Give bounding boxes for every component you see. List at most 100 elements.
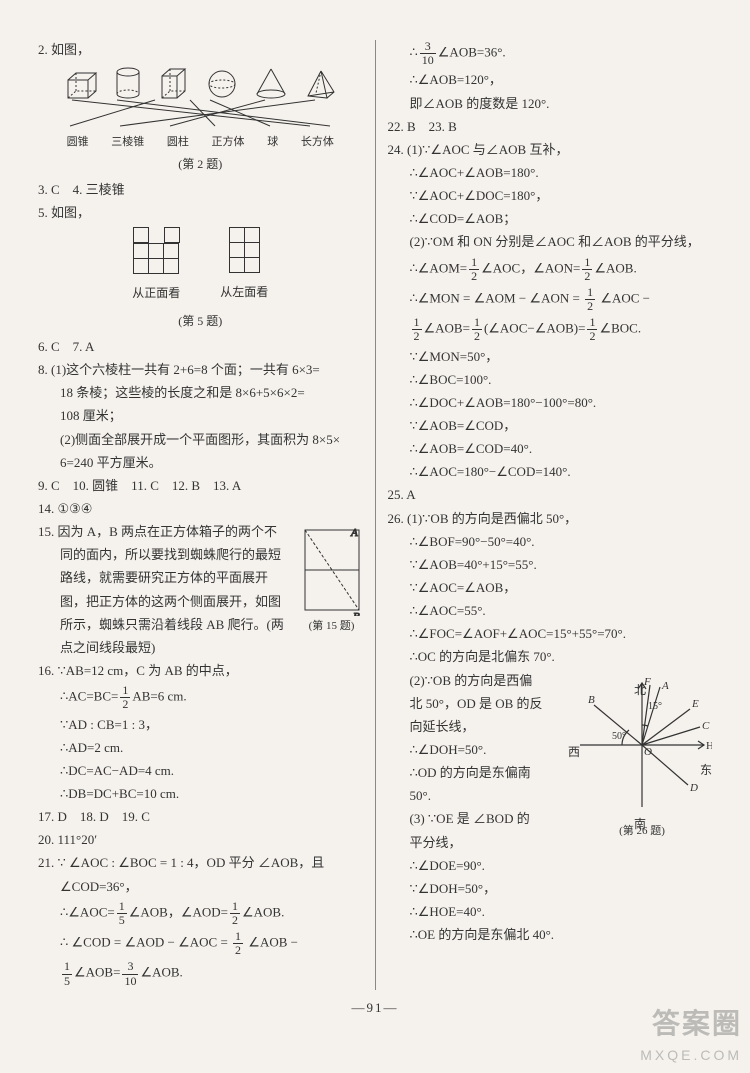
- svg-text:15°: 15°: [648, 701, 662, 712]
- r1-post: ∠AOB=36°.: [438, 45, 506, 60]
- label-cone: 圆锥: [67, 134, 89, 151]
- front-view-label: 从正面看: [132, 284, 180, 303]
- q21d-pre: ∴ ∠COD = ∠AOD − ∠AOC =: [60, 935, 231, 950]
- q24g: ∴∠MON = ∠AOM − ∠AON = 12 ∠AOC −: [388, 286, 713, 313]
- q24h-post: ∠BOC.: [599, 321, 641, 336]
- q26b: ∴∠BOF=90°−50°=40°.: [388, 532, 713, 552]
- left-view: 从左面看: [220, 227, 268, 308]
- q21c: ∴∠AOC=15∠AOB，∠AOD=12∠AOB.: [38, 900, 363, 927]
- q16a: 16. ∵AB=12 cm，C 为 AB 的中点，: [38, 661, 363, 681]
- q26c: ∵∠AOB=40°+15°=55°.: [388, 555, 713, 575]
- q21a: 21. ∵ ∠AOC : ∠BOC = 1 : 4，OD 平分 ∠AOB，且: [38, 853, 363, 873]
- page-number: —91—: [30, 998, 720, 1018]
- q21c-pre: ∴∠AOC=: [60, 904, 115, 919]
- cone-shape: [254, 66, 288, 100]
- q8c: 108 厘米；: [38, 406, 363, 426]
- q2-text: 2. 如图，: [38, 40, 363, 60]
- fig15-caption: (第 15 题): [301, 618, 363, 635]
- q24c: ∵∠AOC+∠DOC=180°，: [388, 186, 713, 206]
- crossing-lines: [55, 98, 345, 128]
- q24j: ∴∠BOC=100°.: [388, 370, 713, 390]
- q21e-mid: ∠AOB=: [74, 965, 120, 980]
- compass-n: 北: [634, 681, 646, 700]
- svg-text:C: C: [702, 720, 710, 732]
- q24b: ∴∠AOC+∠AOB=180°.: [388, 163, 713, 183]
- shapes-row: [55, 66, 345, 100]
- r1-pre: ∴: [410, 45, 418, 60]
- q16b-pre: ∴AC=BC=: [60, 689, 118, 704]
- q24f-post: ∠AOB.: [594, 260, 636, 275]
- page-columns: 2. 如图， 圆锥 三棱锥 圆柱 正方体 球: [30, 40, 720, 990]
- q8e: 6=240 平方厘米。: [38, 453, 363, 473]
- left-column: 2. 如图， 圆锥 三棱锥 圆柱 正方体 球: [30, 40, 376, 990]
- r1: ∴310∠AOB=36°.: [388, 40, 713, 67]
- q20: 20. 111°20′: [38, 830, 363, 850]
- label-cylinder: 圆柱: [167, 134, 189, 151]
- q22-23: 22. B 23. B: [388, 117, 713, 137]
- q24n: ∴∠AOC=180°−∠COD=140°.: [388, 462, 713, 482]
- q15f: 点之间线段最短): [38, 638, 363, 658]
- label-cuboid: 长方体: [301, 134, 334, 151]
- q17-19: 17. D 18. D 19. C: [38, 807, 363, 827]
- q26f: ∴∠FOC=∠AOF+∠AOC=15°+55°=70°.: [388, 624, 713, 644]
- label-tripyramid: 三棱锥: [111, 134, 144, 151]
- watermark: 答案圈 MXQE.COM: [640, 1002, 742, 1067]
- q21e: 15∠AOB=310∠AOB.: [38, 960, 363, 987]
- q8a: 8. (1)这个六棱柱一共有 2+6=8 个面；一共有 6×3=: [38, 360, 363, 380]
- watermark-line1: 答案圈: [640, 1002, 742, 1045]
- compass-e: 东: [700, 761, 712, 780]
- fig2-caption: (第 2 题): [38, 155, 363, 174]
- q16b-post: AB=6 cm.: [132, 689, 186, 704]
- left-view-label: 从左面看: [220, 283, 268, 302]
- q24k: ∴∠DOC+∠AOB=180°−100°=80°.: [388, 393, 713, 413]
- q16c: ∵AD : CB=1 : 3，: [38, 715, 363, 735]
- q25: 25. A: [388, 485, 713, 505]
- q21d: ∴ ∠COD = ∠AOD − ∠AOC = 12 ∠AOB −: [38, 930, 363, 957]
- q24f-mid: ∠AOC，∠AON=: [481, 260, 580, 275]
- q26e: ∴∠AOC=55°.: [388, 601, 713, 621]
- fig15-diagram: A B (第 15 题): [301, 526, 363, 635]
- fig26-diagram: AF BE CH DO 50° 15° 北 南 西 东 (第 26 题): [572, 675, 712, 840]
- svg-text:A: A: [661, 680, 669, 692]
- q16d: ∴AD=2 cm.: [38, 738, 363, 758]
- q24d: ∴∠COD=∠AOB；: [388, 209, 713, 229]
- svg-text:B: B: [353, 611, 360, 616]
- svg-text:B: B: [588, 694, 595, 706]
- cuboid-shape: [159, 66, 189, 100]
- q24h-mid: ∠AOB=: [424, 321, 470, 336]
- q24e: (2)∵OM 和 ON 分别是∠AOC 和∠AOB 的平分线，: [388, 232, 713, 252]
- svg-text:50°: 50°: [612, 731, 626, 742]
- q26q: ∵∠DOH=50°，: [388, 879, 713, 899]
- svg-text:A: A: [350, 527, 358, 539]
- svg-text:O: O: [644, 746, 652, 758]
- q26s: ∴OE 的方向是东偏北 40°.: [388, 925, 713, 945]
- q16f: ∴DB=DC+BC=10 cm.: [38, 784, 363, 804]
- label-sphere: 球: [267, 134, 278, 151]
- pyramid-shape: [305, 68, 337, 100]
- q24a: 24. (1)∵∠AOC 与∠AOB 互补，: [388, 140, 713, 160]
- compass-w: 西: [568, 743, 580, 762]
- fig5-views: 从正面看 从左面看: [38, 227, 363, 308]
- fig5-caption: (第 5 题): [38, 312, 363, 331]
- q21c-post: ∠AOB.: [242, 904, 284, 919]
- q26p: ∴∠DOE=90°.: [388, 856, 713, 876]
- q26a: 26. (1)∵OB 的方向是西偏北 50°，: [388, 509, 713, 529]
- q9-13: 9. C 10. 圆锥 11. C 12. B 13. A: [38, 476, 363, 496]
- svg-text:D: D: [689, 782, 698, 794]
- q24i: ∵∠MON=50°，: [388, 347, 713, 367]
- q24h-mid2: (∠AOC−∠AOB)=: [484, 321, 586, 336]
- q26g: ∴OC 的方向是北偏东 70°.: [388, 647, 713, 667]
- cylinder-shape: [114, 66, 142, 100]
- q6-7: 6. C 7. A: [38, 337, 363, 357]
- q24h: 12∠AOB=12(∠AOC−∠AOB)=12∠BOC.: [388, 316, 713, 343]
- q16b: ∴AC=BC=12AB=6 cm.: [38, 684, 363, 711]
- q3-4: 3. C 4. 三棱锥: [38, 180, 363, 200]
- sphere-shape: [206, 68, 238, 100]
- label-cube: 正方体: [212, 134, 245, 151]
- q24f-pre: ∴∠AOM=: [410, 260, 468, 275]
- q16e: ∴DC=AC−AD=4 cm.: [38, 761, 363, 781]
- svg-text:E: E: [691, 698, 699, 710]
- q24g-pre: ∴∠MON = ∠AOM − ∠AON =: [410, 291, 584, 306]
- front-view: 从正面看: [132, 227, 180, 308]
- q14: 14. ①③④: [38, 499, 363, 519]
